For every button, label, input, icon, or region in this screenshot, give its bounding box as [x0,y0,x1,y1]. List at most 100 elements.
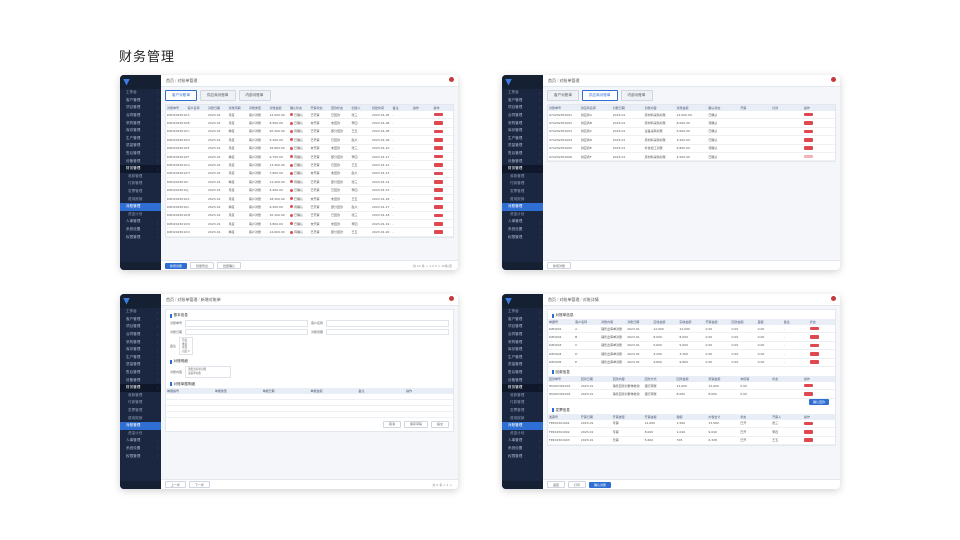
row-action-button[interactable] [433,213,443,218]
sidebar-item[interactable]: 工作台 › [120,89,161,97]
sidebar-item[interactable]: 对账管理 [502,202,543,211]
sidebar-item[interactable]: 库存管理 › [502,346,543,354]
table-cell[interactable]: GYS202301001 [548,111,580,120]
sidebar-item[interactable]: 费用报销 [120,195,161,203]
sidebar-item[interactable]: 工作台 › [502,89,543,97]
sidebar-item[interactable]: 收款管理 [502,173,543,181]
sidebar-item[interactable]: 售后管理 › [120,369,161,377]
sidebar-item[interactable]: 合同管理 › [502,331,543,339]
table-row[interactable]: HK202301002 2023-01 销售回款对账单收款 银行转账 8,000 8,00… [548,389,835,399]
row-action-button[interactable] [809,335,819,339]
sidebar-item[interactable]: 系统设置 › [120,445,161,453]
sidebar-item[interactable]: 发票管理 [502,407,543,415]
row-action-button[interactable] [433,163,443,167]
period-option[interactable]: 季度 [182,342,188,346]
table-row[interactable]: GYS202301005 供应商E 2023-01 外协加工对账 9,800.00 待确认 [548,144,835,153]
sidebar-item[interactable]: 工作台 › [120,308,161,316]
table-cell[interactable]: DZD202301013 [166,211,187,221]
sidebar-item[interactable]: 库存管理 › [502,127,543,135]
sidebar-item[interactable]: 系统设置 › [502,445,543,453]
sidebar-item[interactable]: 设备管理 › [120,157,161,165]
pagination[interactable]: 共 0 条 < 1 > [432,482,452,487]
prev-button[interactable]: 上一步 [165,481,187,488]
export-button[interactable]: 批量导出 [190,262,215,269]
sidebar-item[interactable]: 付款管理 [120,180,161,188]
sidebar-item[interactable]: 收款管理 [120,392,161,400]
statement-no-input[interactable] [185,320,308,327]
table-cell[interactable]: DZD202301004 [166,135,187,145]
sidebar-item[interactable]: 发票管理 [120,407,161,415]
crumb-parent[interactable]: 对账单管理 [177,297,198,302]
sidebar-item[interactable]: 售后管理 › [502,150,543,158]
sidebar-item[interactable]: 对账管理 [120,421,161,430]
table-cell[interactable]: DZD202301006 [166,152,187,162]
row-action-button[interactable] [804,383,813,388]
table-cell[interactable]: DZD202301014 [166,219,187,229]
table-cell[interactable]: HK202301001 [548,381,580,391]
sidebar-item[interactable]: 设备管理 › [502,157,543,165]
row-action-button[interactable] [809,343,819,348]
period-option[interactable]: 月度 [182,339,188,342]
sidebar-item[interactable]: 对账管理 [502,421,543,430]
sidebar-item[interactable]: 人事管理 › [120,437,161,445]
table-row[interactable]: DZD202301004D2023-01月度客户对账5,200.00已确认已开票… [166,135,453,145]
row-action-button[interactable] [433,154,443,159]
table-row[interactable]: GYS202301003 供应商C 2023-01 设备采购对账 5,600.00 已确认 [548,127,835,137]
sidebar-item[interactable]: 质量管理 › [120,142,161,150]
sidebar-item[interactable]: 资金计划 [120,430,161,438]
sidebar-item[interactable]: 客户管理 › [502,97,543,105]
table-cell[interactable]: GYS202301006 [548,152,580,162]
table-row[interactable]: FP202301003 2023-01 普票 5,600 728 6,328 已开 王五 [548,436,835,445]
table-cell[interactable]: DZD202301015 [166,227,187,237]
table-cell[interactable]: GYS202301002 [548,118,580,128]
sidebar-item[interactable]: 资金计划 [502,430,543,438]
sidebar-item[interactable]: 付款管理 [502,180,543,188]
add-statement-button[interactable]: 新增对账 [547,262,572,269]
sidebar-item[interactable]: 质量管理 › [502,361,543,369]
table-row[interactable]: DZD202301013M2023-01月度客户对账10,100.00已确认已开… [166,211,453,221]
sidebar-item[interactable]: 发票管理 [502,188,543,196]
avatar[interactable] [449,77,454,82]
table-row[interactable]: DZD001 A 销售出库单对账 2023-01 12,000 12,000 0.00 0.0… [548,325,835,334]
sidebar-item[interactable]: 财务管理 › [502,383,543,392]
detail-list[interactable]: 销售出库单对账 退货单对账 [185,366,232,378]
table-row[interactable]: DZD202301008H2023-01月度客户对账7,600.00已确认未开票… [166,169,453,179]
table-cell[interactable]: DZD202301009 [166,177,187,187]
tab-supplier[interactable]: 供应商对账单 [199,90,236,101]
table-cell[interactable]: DZD202301001 [166,111,187,120]
table-row[interactable]: FP202301002 2023-01 专票 8,000 1,040 9,040 已开 李四 [548,427,835,437]
row-action-button[interactable] [433,112,443,117]
sidebar-item[interactable]: 权限管理 › [120,233,161,241]
table-row[interactable]: GYS202301001 供应商A 2023-01 原材料采购对账 12,000.00 已… [548,111,835,120]
add-statement-button[interactable]: 新增对账 [165,262,188,269]
sidebar-item[interactable]: 合同管理 › [502,112,543,120]
sidebar-item[interactable]: 客户管理 › [120,316,161,324]
submit-button[interactable]: 提交 [430,420,449,428]
table-cell[interactable]: FP202301001 [548,419,580,429]
batch-confirm-button[interactable]: 批量确认 [217,262,242,269]
sidebar-item[interactable]: 权限管理 › [502,452,543,460]
sidebar-item[interactable]: 对账管理 [120,202,161,211]
sidebar-item[interactable]: 财务管理 › [502,164,543,173]
table-row[interactable]: DZD202301007G2023-01月度客户对账13,400.00已确认已开… [166,160,453,170]
sidebar-item[interactable]: 资金计划 [120,211,161,219]
period-options[interactable]: 月度 季度 年度 自定义 [179,337,193,356]
tab-customer[interactable]: 客户对账单 [547,90,579,101]
tab-customer[interactable]: 客户对账单 [165,90,197,101]
sidebar-item[interactable]: 客户管理 › [502,316,543,324]
sidebar-item[interactable]: 生产管理 › [502,354,543,362]
sidebar-item[interactable]: 生产管理 › [120,135,161,143]
row-action-button[interactable] [804,146,813,151]
row-action-button[interactable] [809,352,819,356]
tab-internal[interactable]: 内部对账单 [238,90,271,101]
confirm-payment-button[interactable]: 确认回款 [808,398,829,405]
pagination[interactable]: 共 15 条 < 1 2 3 > 10条/页 [412,263,452,268]
sidebar-item[interactable]: 人事管理 › [502,437,543,445]
sidebar-item[interactable]: 项目管理 › [120,104,161,112]
table-cell[interactable]: DZD202301012 [166,202,187,212]
print-button[interactable]: 打印 [568,481,587,488]
table-cell[interactable]: DZD202301010 [166,186,187,195]
row-action-button[interactable] [804,138,813,142]
crumb-home[interactable]: 首页 [166,78,174,83]
row-action-button[interactable] [433,129,443,134]
